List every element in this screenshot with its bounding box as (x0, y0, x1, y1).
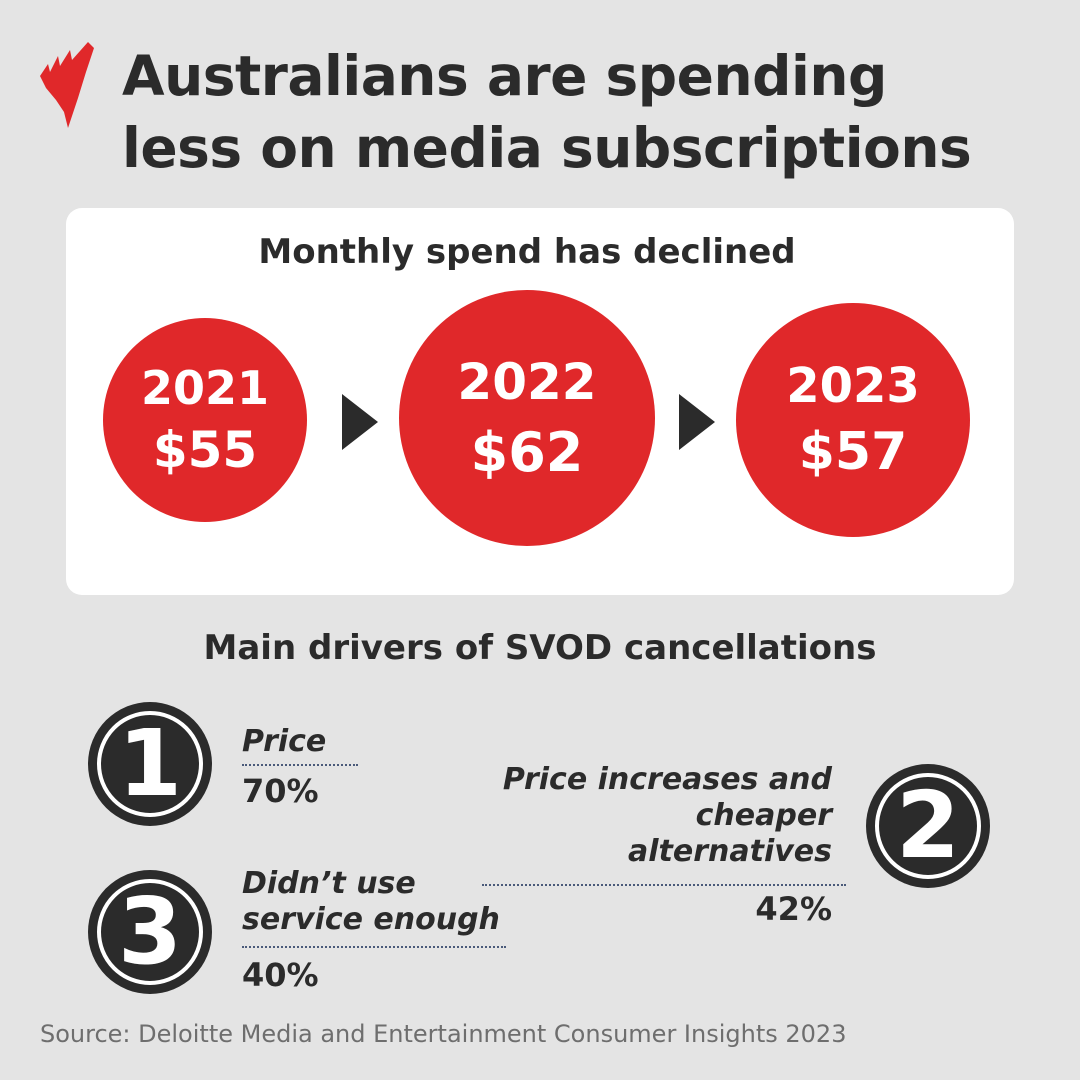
rank-1-badge: 1 (88, 702, 212, 826)
label-line: service enough (242, 902, 500, 937)
driver-1: Price 70% (242, 724, 358, 810)
rank-number: 2 (875, 773, 981, 879)
label-line: cheaper alternatives (628, 798, 832, 869)
label-line: Price increases and (502, 762, 832, 797)
driver-percent: 40% (242, 956, 319, 994)
label-line: Didn’t use (242, 866, 416, 901)
driver-label: Price (242, 724, 358, 766)
amount: $57 (798, 422, 908, 482)
rank-number: 3 (97, 879, 203, 985)
driver-3: Didn’t use service enough 40% (242, 866, 506, 994)
rank-number: 1 (97, 711, 203, 817)
spend-circle-2022: 2022 $62 (399, 290, 655, 546)
year: 2023 (786, 358, 920, 414)
driver-2: Price increases and cheaper alternatives… (482, 762, 846, 928)
source-note: Source: Deloitte Media and Entertainment… (40, 1020, 847, 1048)
year: 2022 (457, 352, 597, 411)
spend-circle-2021: 2021 $55 (103, 318, 307, 522)
driver-percent: 70% (242, 772, 319, 810)
page-title: Australians are spending less on media s… (122, 40, 972, 184)
sbs-logo-icon (40, 42, 94, 128)
driver-label: Didn’t use service enough (242, 866, 506, 948)
drivers-title: Main drivers of SVOD cancellations (203, 628, 877, 668)
arrow-right-icon (679, 394, 715, 450)
spend-circle-2023: 2023 $57 (736, 303, 970, 537)
driver-percent: 42% (755, 890, 832, 928)
driver-label: Price increases and cheaper alternatives (482, 762, 846, 886)
rank-2-badge: 2 (866, 764, 990, 888)
monthly-spend-title: Monthly spend has declined (258, 232, 796, 272)
title-line-2: less on media subscriptions (122, 116, 972, 180)
title-line-1: Australians are spending (122, 44, 887, 108)
amount: $55 (152, 421, 258, 479)
year: 2021 (140, 361, 270, 415)
amount: $62 (470, 420, 584, 484)
arrow-right-icon (342, 394, 378, 450)
rank-3-badge: 3 (88, 870, 212, 994)
